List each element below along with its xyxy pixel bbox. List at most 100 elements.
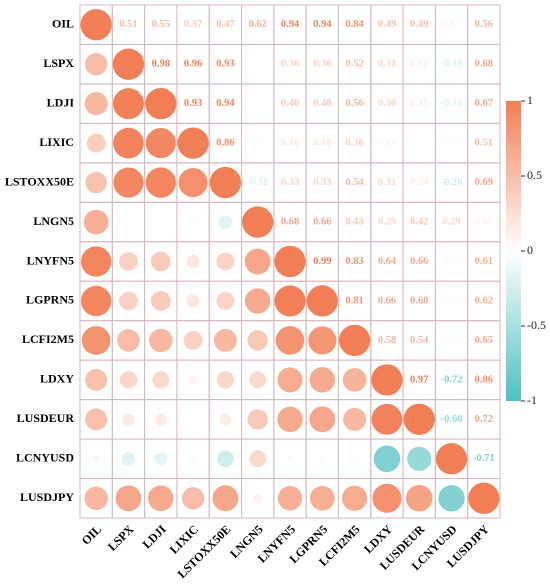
corr-label: 0.93 — [216, 59, 234, 70]
corr-circle — [149, 328, 173, 353]
corr-circle — [85, 368, 108, 391]
y-label: LNYFN5 — [27, 253, 74, 267]
corr-label: 0.86 — [475, 374, 493, 385]
corr-circle — [242, 206, 274, 238]
corr-circle — [277, 367, 303, 393]
corr-label: 0.56 — [345, 98, 363, 109]
x-label: OIL — [79, 522, 104, 547]
corr-circle — [338, 324, 371, 357]
corr-label: 0.43 — [345, 216, 363, 227]
corr-label: 0.83 — [345, 256, 363, 267]
corr-circle — [145, 88, 177, 120]
corr-circle — [80, 285, 112, 317]
corr-circle — [92, 454, 101, 463]
corr-label: -0.03 — [441, 295, 463, 306]
corr-label: -0.19 — [441, 59, 463, 70]
corr-label: 0.31 — [378, 177, 396, 188]
corr-label: 0.33 — [313, 177, 331, 188]
corr-label: 0.86 — [216, 138, 234, 149]
corr-circle — [190, 219, 196, 225]
corr-circle — [371, 364, 403, 396]
corr-circle — [213, 328, 237, 352]
corr-circle — [117, 329, 140, 352]
y-label: LUSDJPY — [20, 490, 74, 504]
corr-label: 0.51 — [119, 19, 137, 30]
corr-circle — [84, 92, 108, 116]
corr-label: 0.15 — [410, 98, 428, 109]
corr-label: 0.31 — [378, 59, 396, 70]
corr-label: 0.94 — [216, 98, 235, 109]
corr-circle — [113, 127, 144, 159]
corr-circle — [217, 450, 234, 468]
corr-circle — [216, 371, 235, 389]
corr-label: 0.54 — [410, 335, 429, 346]
y-label: LCFI2M5 — [22, 332, 74, 346]
corr-circle — [115, 485, 142, 512]
corr-label: -0.18 — [247, 177, 269, 188]
corr-circle — [188, 375, 198, 385]
corr-label: -0.16 — [441, 98, 463, 109]
y-label: LGPRN5 — [26, 293, 74, 307]
corr-circle — [154, 452, 168, 466]
corr-circle — [468, 482, 500, 514]
corr-label: 0.40 — [313, 98, 331, 109]
corr-circle — [112, 48, 145, 80]
y-label: LIXIC — [39, 135, 74, 149]
corr-label: 0.02 — [249, 59, 267, 70]
corr-circle — [147, 485, 174, 512]
corr-circle — [435, 443, 468, 475]
corr-label: 0.47 — [216, 19, 234, 30]
corr-label: 0.68 — [410, 295, 428, 306]
y-label: LDJI — [47, 95, 75, 109]
corr-label: 0.02 — [410, 138, 428, 149]
corr-circle — [218, 215, 233, 229]
corr-circle — [244, 288, 271, 314]
corr-circle — [219, 413, 232, 426]
corr-label: 0.62 — [249, 19, 267, 30]
corr-label: 0.51 — [475, 138, 493, 149]
corr-label: 0.81 — [345, 295, 363, 306]
corr-circle — [277, 406, 303, 433]
corr-circle — [309, 406, 336, 433]
corr-label: 0.49 — [378, 19, 396, 30]
corr-circle — [119, 371, 138, 389]
corr-circle — [216, 291, 235, 310]
corr-label: 0.49 — [410, 19, 428, 30]
corr-circle — [371, 403, 403, 435]
corr-label: 0.18 — [281, 138, 299, 149]
corr-label: -0.03 — [441, 335, 463, 346]
corr-label: 0.29 — [378, 216, 396, 227]
corr-label: 0.93 — [184, 98, 202, 109]
corr-label: 0.66 — [410, 256, 428, 267]
corr-circle — [152, 371, 170, 389]
corr-label: 0.52 — [345, 59, 363, 70]
corr-circle — [274, 285, 306, 317]
corr-circle — [286, 455, 294, 463]
corr-label: 0.66 — [378, 295, 396, 306]
x-label: LSPX — [105, 522, 137, 554]
corr-label: -0.03 — [441, 138, 463, 149]
corr-circle — [341, 485, 368, 511]
corr-circle — [86, 133, 106, 153]
corr-circle — [186, 294, 200, 308]
corr-label: 0.97 — [410, 374, 428, 385]
corr-circle — [319, 456, 326, 462]
corr-circle — [209, 166, 242, 199]
corr-circle — [119, 252, 138, 271]
corr-circle — [438, 485, 465, 512]
colorbar-label: 0.5 — [527, 168, 542, 182]
corr-circle — [177, 127, 209, 159]
corr-label: 0.72 — [475, 414, 493, 425]
cell — [467, 478, 501, 519]
corr-circle — [84, 53, 108, 76]
corr-label: 0.07 — [442, 19, 460, 30]
corr-label: 0.09 — [475, 216, 493, 227]
corr-circle — [145, 128, 176, 159]
corr-label: 0.56 — [475, 19, 493, 30]
y-label: OIL — [52, 16, 74, 30]
y-label: LUSDEUR — [17, 411, 75, 425]
corr-label: 0.68 — [281, 216, 299, 227]
corr-circle — [122, 413, 135, 426]
corr-label: 0.15 — [410, 59, 428, 70]
corr-label: 0.58 — [378, 335, 396, 346]
